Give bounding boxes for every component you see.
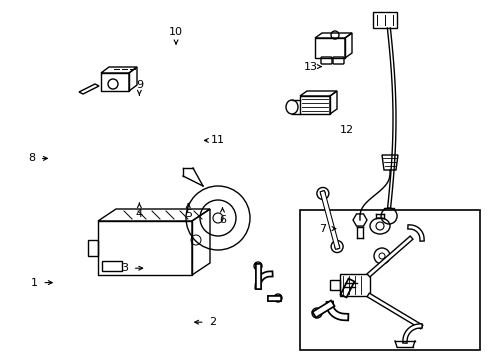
Bar [299, 210, 479, 350]
Text: 3: 3 [121, 263, 128, 273]
Text: 4: 4 [136, 209, 142, 219]
Bar [372, 12, 396, 28]
Text: 10: 10 [169, 27, 183, 37]
Text: 11: 11 [210, 135, 224, 145]
Bar [339, 274, 369, 296]
Circle shape [316, 188, 328, 199]
Text: 9: 9 [136, 80, 142, 90]
Text: 13: 13 [303, 62, 317, 72]
Text: 8: 8 [28, 153, 35, 163]
Text: 1: 1 [31, 278, 38, 288]
Text: 5: 5 [184, 209, 191, 219]
Text: 12: 12 [340, 125, 353, 135]
Text: 6: 6 [219, 215, 225, 225]
Bar [88, 240, 98, 256]
Bar [329, 280, 339, 290]
Text: 2: 2 [209, 317, 216, 327]
Text: 7: 7 [319, 224, 325, 234]
Circle shape [330, 240, 343, 253]
Bar [102, 261, 122, 271]
